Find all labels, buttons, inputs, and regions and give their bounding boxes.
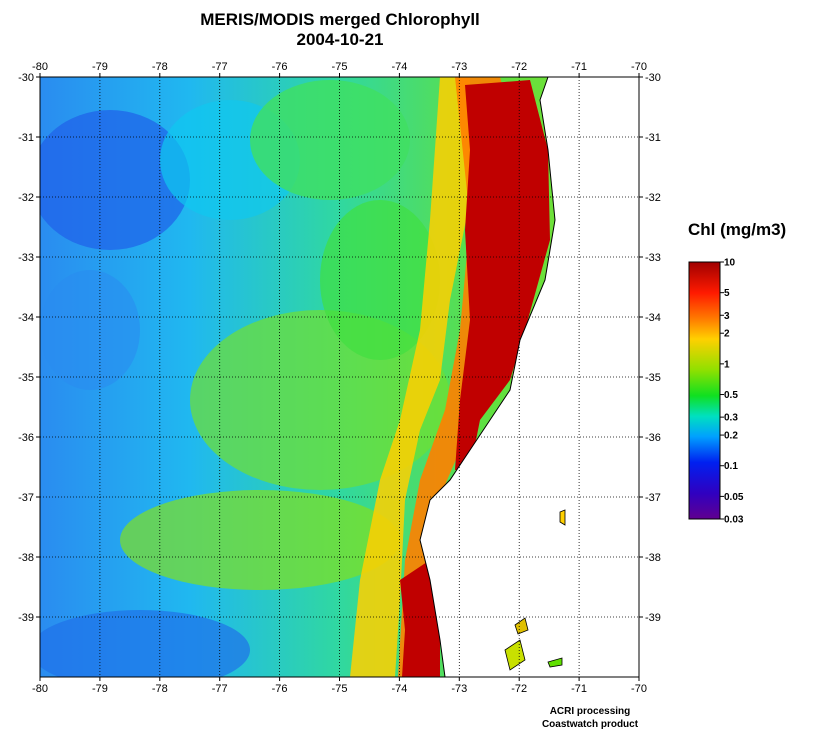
lon-tick-label-top: -73 <box>451 61 467 73</box>
lat-tick-label-left: -35 <box>18 372 34 384</box>
ocean-chlorophyll-field <box>40 77 639 677</box>
lon-tick-label-top: -75 <box>332 61 348 73</box>
colorbar-label: 0.2 <box>724 431 738 442</box>
latitude-ticks-right: -30 -31 -32 -33 -34 -35 -36 -37 -38 -39 <box>639 72 661 624</box>
lon-tick-label-bottom: -75 <box>332 683 348 695</box>
colorbar-title: Chl (mg/m3) <box>688 220 787 239</box>
lat-tick-label-right: -34 <box>645 312 661 324</box>
colorbar-label: 0.05 <box>724 492 744 503</box>
lon-tick-label-top: -78 <box>152 61 168 73</box>
lat-tick-label-left: -39 <box>18 612 34 624</box>
lat-tick-label-right: -39 <box>645 612 661 624</box>
colorbar-label: 0.1 <box>724 461 738 472</box>
colorbar-label: 0.03 <box>724 515 744 526</box>
lon-tick-label-top: -74 <box>391 61 407 73</box>
lat-tick-label-left: -30 <box>18 72 34 84</box>
lat-tick-label-right: -38 <box>645 552 661 564</box>
lat-tick-label-left: -33 <box>18 252 34 264</box>
lon-tick-label-top: -80 <box>32 61 48 73</box>
lon-tick-label-top: -77 <box>212 61 228 73</box>
colorbar-labels: 10 5 3 2 1 0.5 0.3 0.2 0.1 0.05 0.03 <box>720 258 744 526</box>
lon-tick-label-bottom: -73 <box>451 683 467 695</box>
lat-tick-label-left: -37 <box>18 492 34 504</box>
lat-tick-label-right: -30 <box>645 72 661 84</box>
colorbar-label: 0.5 <box>724 390 738 401</box>
lon-tick-label-top: -72 <box>511 61 527 73</box>
lon-tick-label-top: -76 <box>272 61 288 73</box>
colorbar-label: 1 <box>724 359 730 370</box>
colorbar-label: 0.3 <box>724 413 738 424</box>
lat-tick-label-left: -31 <box>18 132 34 144</box>
colorbar <box>688 261 721 520</box>
processing-credit: ACRI processing <box>549 706 631 717</box>
lat-tick-label-right: -31 <box>645 132 661 144</box>
lon-tick-label-bottom: -80 <box>32 683 48 695</box>
lat-tick-label-left: -36 <box>18 432 34 444</box>
lon-tick-label-bottom: -77 <box>212 683 228 695</box>
colorbar-label: 5 <box>724 288 730 299</box>
lat-tick-label-left: -38 <box>18 552 34 564</box>
product-credit: Coastwatch product <box>541 719 639 730</box>
lon-tick-label-bottom: -78 <box>152 683 168 695</box>
lon-tick-label-top: -70 <box>631 61 647 73</box>
lat-tick-label-left: -32 <box>18 192 34 204</box>
lat-lon-grid <box>40 77 639 677</box>
map-date: 2004-10-21 <box>296 30 384 49</box>
lon-tick-label-bottom: -71 <box>571 683 587 695</box>
lat-tick-label-right: -33 <box>645 252 661 264</box>
lat-tick-label-right: -36 <box>645 432 661 444</box>
lon-tick-label-bottom: -76 <box>272 683 288 695</box>
lon-tick-label-top: -79 <box>92 61 108 73</box>
lat-tick-label-right: -37 <box>645 492 661 504</box>
longitude-ticks-bottom: -80 -79 -78 -77 -76 -75 -74 -73 -72 -71 -70 <box>32 677 647 695</box>
lat-tick-label-right: -35 <box>645 372 661 384</box>
lat-tick-label-right: -32 <box>645 192 661 204</box>
lon-tick-label-bottom: -74 <box>391 683 407 695</box>
latitude-ticks-left: -30 -31 -32 -33 -34 -35 -36 -37 -38 -39 <box>18 72 40 624</box>
colorbar-label: 10 <box>724 258 736 269</box>
lon-tick-label-top: -71 <box>571 61 587 73</box>
lon-tick-label-bottom: -72 <box>511 683 527 695</box>
colorbar-label: 3 <box>724 311 730 322</box>
lon-tick-label-bottom: -79 <box>92 683 108 695</box>
lat-tick-label-left: -34 <box>18 312 34 324</box>
map-title: MERIS/MODIS merged Chlorophyll <box>200 10 480 29</box>
longitude-ticks-top: -80 -79 -78 -77 -76 -75 -74 -73 -72 -71 -70 <box>32 61 647 77</box>
colorbar-label: 2 <box>724 329 730 340</box>
lon-tick-label-bottom: -70 <box>631 683 647 695</box>
